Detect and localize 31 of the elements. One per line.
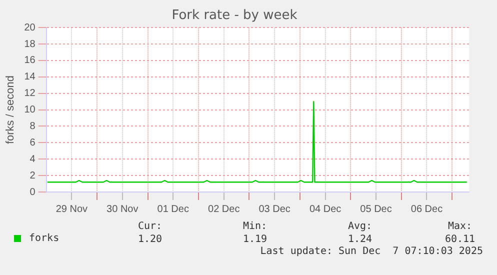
y-axis-title: forks / second	[4, 76, 17, 144]
text: 1.19	[242, 234, 268, 245]
y-tick-label: 20	[24, 22, 36, 34]
legend-label: forks	[29, 233, 60, 244]
text: Cur:	[138, 221, 162, 232]
y-tick-label: 0	[30, 186, 36, 198]
text: Min:	[242, 221, 268, 232]
text: Avg:	[348, 221, 372, 232]
y-tick-label: 10	[24, 104, 36, 116]
y-tick-label: 8	[30, 120, 36, 132]
y-tick-label: 18	[24, 38, 36, 50]
text: 1.24	[348, 234, 372, 245]
x-tick-label: 05 Dec	[360, 204, 392, 215]
x-tick-label: 04 Dec	[309, 204, 342, 215]
y-tick-label: 2	[30, 170, 36, 182]
text: 60.11	[444, 234, 476, 245]
y-tick-label: 6	[30, 137, 36, 148]
y-tick-label: 16	[24, 55, 36, 66]
y-tick-label: 12	[24, 88, 36, 100]
x-tick-label: 02 Dec	[208, 204, 240, 215]
y-tick-label: 14	[24, 72, 36, 83]
y-tick-label: 4	[30, 154, 36, 165]
x-tick-label: 30 Nov	[106, 204, 138, 215]
x-tick-label: 29 Nov	[56, 204, 88, 215]
text: Last update: Sun Dec 7 07:10:03 2025	[260, 246, 483, 257]
text: Max:	[448, 221, 472, 232]
x-tick-label: 01 Dec	[157, 204, 189, 215]
text: 1.20	[138, 234, 162, 245]
x-tick-label: 03 Dec	[258, 204, 290, 215]
x-tick-label: 06 Dec	[410, 204, 443, 215]
chart-title: Fork rate - by week	[172, 8, 298, 24]
